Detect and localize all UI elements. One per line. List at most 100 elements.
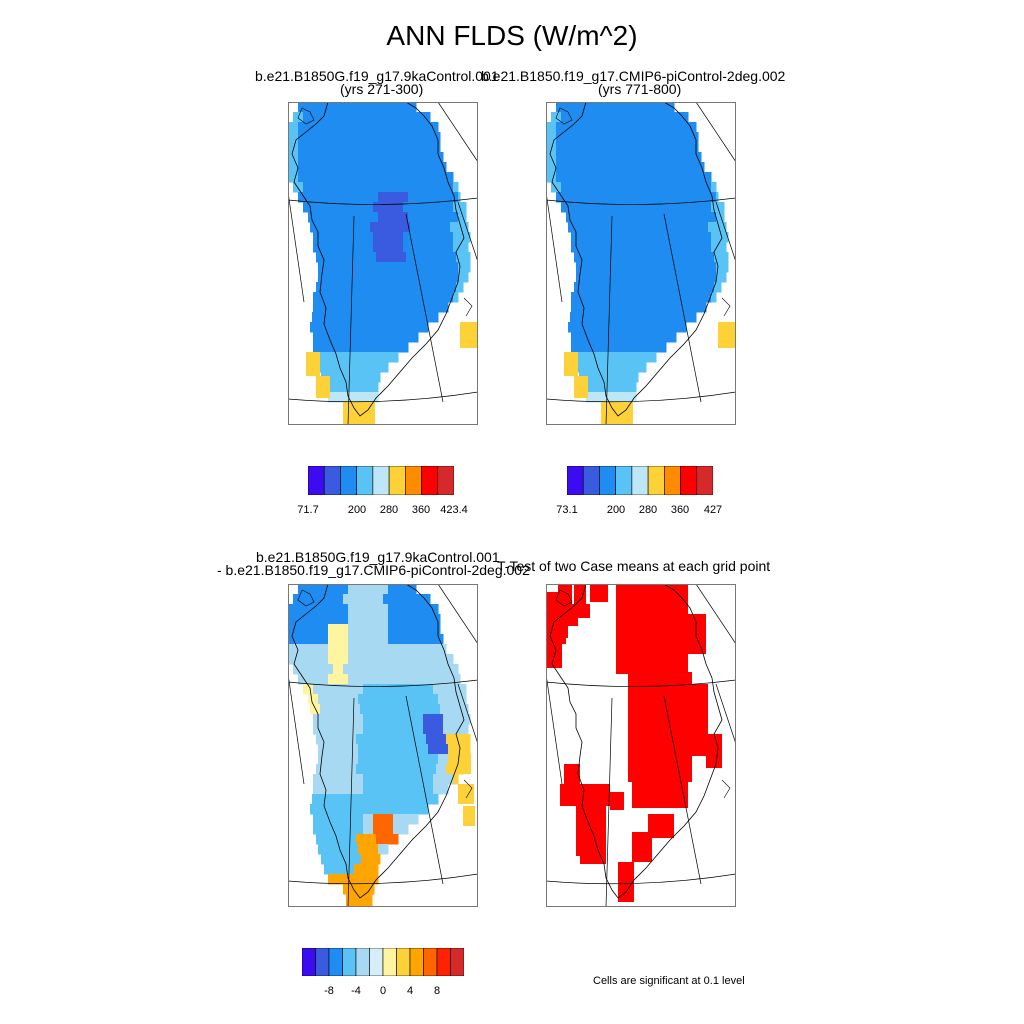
grid-cell [310, 804, 321, 815]
grid-cell [718, 222, 727, 233]
grid-cell [323, 232, 334, 243]
grid-cell [684, 252, 695, 263]
grid-cell [546, 172, 557, 183]
grid-cell [362, 794, 373, 805]
grid-cell [373, 182, 384, 193]
grid-cell [356, 352, 367, 363]
grid-cell [611, 202, 622, 213]
grid-cell [318, 192, 329, 203]
grid-cell [398, 142, 409, 153]
grid-cell [656, 212, 667, 223]
grid-cell [398, 162, 409, 173]
grid-cell [571, 292, 582, 303]
grid-cell [358, 844, 369, 855]
grid-cell [438, 644, 447, 655]
grid-cell [348, 192, 359, 203]
grid-cell [631, 302, 642, 313]
grid-cell [681, 292, 692, 303]
grid-cell [378, 152, 389, 163]
grid-cell [358, 102, 369, 113]
grid-cell [626, 272, 637, 283]
grid-cell [666, 122, 677, 133]
grid-cell [403, 202, 414, 213]
panel1-title: b.e21.B1850G.f19_g17.9kaControl.001 [255, 69, 499, 83]
grid-cell [388, 102, 399, 113]
grid-cell [388, 192, 399, 203]
grid-cell [393, 664, 404, 675]
grid-cell [576, 192, 587, 203]
grid-cell [388, 272, 399, 283]
grid-cell [651, 112, 662, 123]
grid-cell [376, 282, 387, 293]
grid-cell [666, 142, 677, 153]
grid-cell [691, 302, 702, 313]
grid-cell [390, 322, 401, 333]
grid-cell [648, 222, 659, 233]
grid-cell [343, 824, 354, 835]
grid-cell [376, 764, 387, 775]
grid-cell [353, 112, 364, 123]
grid-cell [681, 242, 692, 253]
grid-cell [418, 754, 429, 765]
grid-cell [430, 222, 441, 233]
grid-cell [353, 824, 364, 835]
grid-cell [418, 674, 429, 685]
grid-cell [636, 192, 647, 203]
grid-cell [433, 232, 444, 243]
grid-cell [393, 784, 404, 795]
grid-cell [599, 372, 610, 383]
grid-cell [586, 102, 597, 113]
grid-cell [551, 182, 562, 193]
grid-cell [383, 182, 394, 193]
grid-cell [456, 252, 467, 263]
grid-cell [561, 182, 572, 193]
grid-cell [348, 132, 359, 143]
grid-cell [413, 594, 424, 605]
grid-cell [366, 734, 377, 745]
grid-cell [636, 172, 647, 183]
grid-cell [408, 212, 419, 223]
grid-cell [428, 272, 439, 283]
grid-cell [628, 222, 639, 233]
grid-cell [556, 162, 567, 173]
grid-cell [353, 814, 364, 825]
grid-cell [318, 584, 329, 595]
grid-cell [433, 714, 444, 725]
grid-cell [716, 272, 727, 283]
grid-cell [626, 192, 637, 203]
grid-cell [358, 212, 369, 223]
grid-cell [373, 202, 384, 213]
grid-cell [383, 302, 394, 313]
grid-cell [608, 222, 619, 233]
colorbar-swatch [308, 466, 325, 495]
grid-cell [338, 362, 349, 373]
grid-cell [338, 162, 349, 173]
grid-cell [374, 864, 379, 875]
panel1-years: (yrs 271-300) [340, 81, 424, 97]
grid-cell [392, 312, 403, 323]
grid-cell [621, 332, 632, 343]
grid-cell [443, 784, 449, 795]
grid-cell [428, 152, 439, 163]
grid-cell [363, 292, 374, 303]
grid-cell [651, 302, 662, 313]
grid-cell [408, 102, 417, 113]
grid-cell [654, 282, 665, 293]
grid-cell [701, 232, 712, 243]
grid-cell [308, 614, 319, 625]
grid-cell [318, 604, 329, 615]
grid-cell [326, 764, 337, 775]
grid-cell [393, 292, 404, 303]
grid-cell [298, 654, 309, 665]
grid-cell [303, 202, 314, 213]
grid-cell [634, 282, 645, 293]
grid-cell [408, 624, 419, 635]
grid-cell [368, 654, 379, 665]
grid-cell [440, 222, 451, 233]
grid-cell [428, 614, 439, 625]
grid-cell [398, 654, 409, 665]
grid-cell [696, 272, 707, 283]
grid-cell [393, 594, 404, 605]
grid-cell [353, 684, 364, 695]
grid-cell [358, 392, 369, 403]
